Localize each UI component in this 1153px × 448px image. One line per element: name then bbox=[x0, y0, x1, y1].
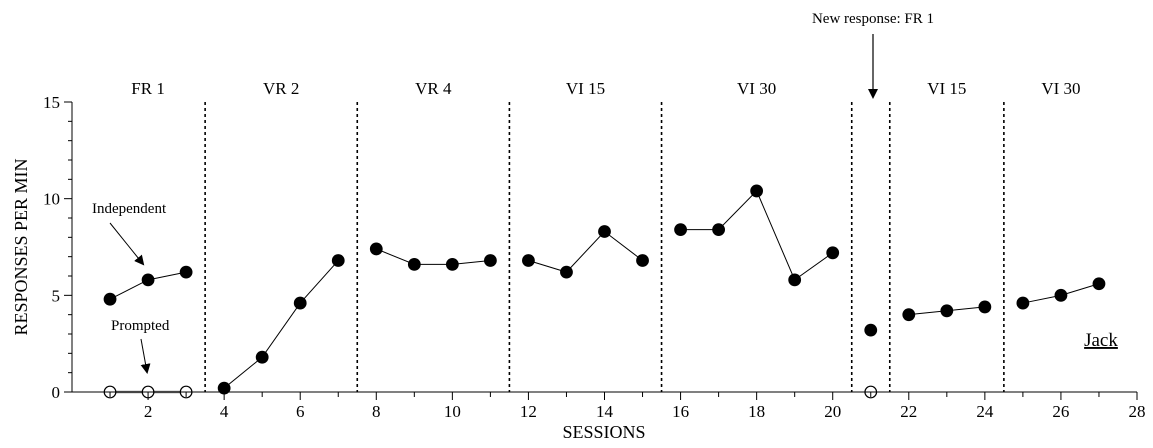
x-tick-label: 26 bbox=[1052, 402, 1069, 421]
independent-data-point bbox=[826, 246, 840, 260]
arrow-prompted bbox=[140, 338, 151, 374]
y-tick-label: 5 bbox=[52, 286, 61, 305]
y-axis-title: RESPONSES PER MIN bbox=[11, 158, 31, 335]
annotation-new-response: New response: FR 1 bbox=[812, 11, 934, 99]
annotation-prompted: Prompted bbox=[111, 318, 170, 374]
independent-data-point bbox=[636, 254, 649, 267]
phase-label: FR 1 bbox=[131, 79, 165, 98]
independent-data-point bbox=[940, 304, 954, 318]
x-tick-label: 2 bbox=[144, 402, 153, 421]
x-tick-label: 16 bbox=[672, 402, 689, 421]
phase-label: VI 15 bbox=[566, 79, 605, 98]
independent-series-line bbox=[223, 260, 339, 389]
phase-label: VI 15 bbox=[927, 79, 966, 98]
x-tick-label: 28 bbox=[1129, 402, 1146, 421]
independent-data-point bbox=[864, 323, 878, 337]
independent-data-point bbox=[674, 223, 687, 237]
annotation-independent-label: Independent bbox=[92, 201, 167, 217]
phase-label: VI 30 bbox=[1041, 79, 1080, 98]
independent-data-point bbox=[103, 292, 117, 306]
independent-data-point bbox=[179, 265, 193, 279]
independent-data-point bbox=[255, 350, 269, 364]
independent-data-point bbox=[1016, 296, 1030, 310]
independent-series-line bbox=[528, 230, 643, 273]
independent-data-point bbox=[483, 254, 497, 267]
data-points bbox=[103, 184, 1106, 399]
x-tick-label: 6 bbox=[296, 402, 305, 421]
independent-series-line bbox=[680, 190, 834, 281]
phase-labels: FR 1 VR 2 VR 4 VI 15 VI 30 VI 15 VI 30 bbox=[131, 79, 1080, 98]
independent-data-point bbox=[598, 225, 611, 238]
y-tick-label: 0 bbox=[52, 383, 61, 402]
independent-data-point bbox=[750, 184, 764, 198]
x-tick-label: 4 bbox=[220, 402, 229, 421]
independent-series-line bbox=[376, 248, 491, 265]
arrow-independent bbox=[109, 222, 145, 266]
independent-data-point bbox=[560, 265, 573, 279]
independent-data-point bbox=[369, 242, 383, 256]
annotation-new-response-label: New response: FR 1 bbox=[812, 11, 934, 27]
x-tick-label: 18 bbox=[748, 402, 765, 421]
independent-data-point bbox=[712, 223, 726, 237]
independent-data-point bbox=[788, 273, 802, 287]
x-tick-label: 22 bbox=[900, 402, 917, 421]
x-tick-label: 14 bbox=[596, 402, 614, 421]
phase-label: VI 30 bbox=[737, 79, 776, 98]
participant-label: Jack bbox=[1084, 330, 1118, 351]
independent-data-point bbox=[978, 300, 992, 314]
independent-data-point bbox=[445, 258, 459, 271]
independent-data-point bbox=[902, 308, 916, 322]
phase-lines bbox=[204, 102, 1005, 392]
independent-data-point bbox=[522, 254, 535, 267]
independent-data-point bbox=[293, 296, 307, 310]
x-tick-label: 10 bbox=[444, 402, 461, 421]
y-ticks: 0 5 10 15 bbox=[43, 93, 72, 402]
x-tick-label: 20 bbox=[824, 402, 841, 421]
x-tick-label: 8 bbox=[372, 402, 381, 421]
y-tick-label: 15 bbox=[43, 93, 60, 112]
independent-data-point bbox=[141, 273, 155, 287]
independent-data-point bbox=[407, 258, 421, 271]
independent-data-point bbox=[1054, 288, 1068, 302]
annotation-independent: Independent bbox=[92, 201, 167, 266]
x-tick-label: 24 bbox=[976, 402, 994, 421]
x-tick-label: 12 bbox=[520, 402, 537, 421]
x-axis-title: SESSIONS bbox=[562, 422, 645, 442]
y-tick-label: 10 bbox=[43, 190, 60, 209]
phase-label: VR 2 bbox=[263, 79, 299, 98]
independent-data-point bbox=[331, 254, 345, 267]
annotation-prompted-label: Prompted bbox=[111, 318, 170, 334]
phase-label: VR 4 bbox=[415, 79, 452, 98]
x-ticks: 2 4 6 8 10 12 14 16 18 20 22 24 26 28 bbox=[109, 392, 1146, 421]
independent-data-point bbox=[1092, 277, 1106, 291]
